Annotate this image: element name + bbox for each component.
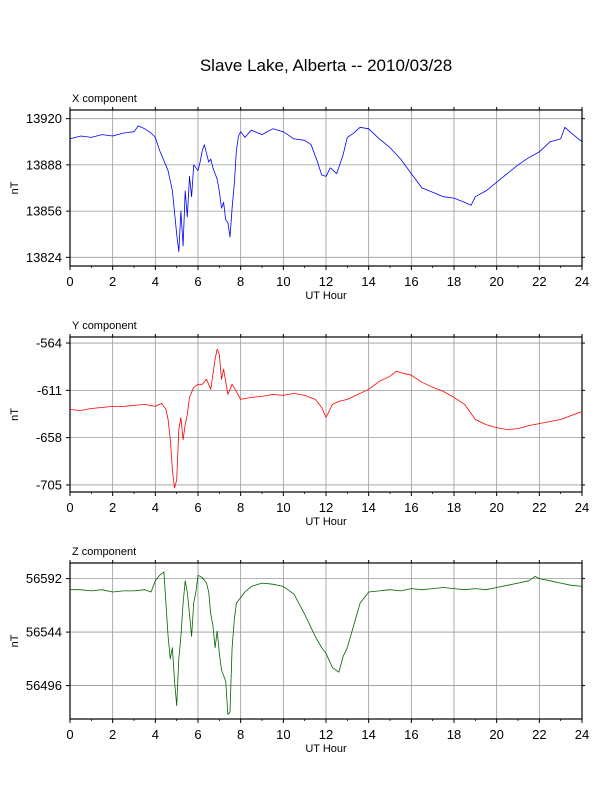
x-axis-label: UT Hour	[305, 516, 347, 528]
y-tick-label: 13920	[26, 111, 62, 126]
x-tick-label: 2	[109, 500, 116, 515]
x-tick-label: 14	[361, 500, 375, 515]
x-tick-label: 20	[489, 500, 503, 515]
x-tick-label: 0	[66, 500, 73, 515]
x-tick-label: 2	[109, 727, 116, 742]
x-tick-label: 14	[361, 274, 375, 289]
panel-title-y: Y component	[72, 320, 137, 332]
series-line-x-component	[69, 125, 583, 253]
x-tick-label: 0	[66, 274, 73, 289]
x-tick-label: 2	[109, 274, 116, 289]
x-tick-label: 16	[404, 727, 418, 742]
x-tick-label: 22	[532, 500, 546, 515]
x-tick-label: 12	[319, 727, 333, 742]
x-tick-label: 10	[276, 274, 290, 289]
y-axis-label: nT	[9, 634, 21, 647]
panel-title-x: X component	[72, 93, 137, 105]
x-tick-label: 6	[194, 500, 201, 515]
y-tick-label: -705	[36, 477, 62, 492]
x-tick-label: 4	[152, 500, 159, 515]
x-tick-label: 10	[276, 500, 290, 515]
x-tick-label: 18	[447, 500, 461, 515]
y-tick-label: 13856	[26, 204, 62, 219]
x-tick-label: 16	[404, 274, 418, 289]
y-tick-label: 56592	[26, 571, 62, 586]
panel-title-z: Z component	[72, 546, 136, 558]
x-tick-label: 8	[237, 727, 244, 742]
x-tick-label: 24	[575, 500, 589, 515]
x-tick-label: 16	[404, 500, 418, 515]
x-tick-label: 12	[319, 500, 333, 515]
x-tick-label: 20	[489, 274, 503, 289]
y-tick-label: 56496	[26, 678, 62, 693]
x-axis-label: UT Hour	[305, 290, 347, 302]
y-tick-label: -658	[36, 430, 62, 445]
x-tick-label: 22	[532, 727, 546, 742]
series-line-y-component	[69, 348, 583, 489]
x-tick-label: 14	[361, 727, 375, 742]
x-tick-label: 0	[66, 727, 73, 742]
x-tick-label: 10	[276, 727, 290, 742]
chart-title: Slave Lake, Alberta -- 2010/03/28	[199, 56, 453, 75]
x-tick-label: 8	[237, 274, 244, 289]
x-tick-label: 6	[194, 727, 201, 742]
x-tick-label: 24	[575, 274, 589, 289]
y-tick-label: -564	[36, 336, 62, 351]
y-tick-label: 13888	[26, 157, 62, 172]
x-tick-label: 24	[575, 727, 589, 742]
x-tick-label: 8	[237, 500, 244, 515]
x-axis-label: UT Hour	[305, 743, 347, 755]
y-tick-label: -611	[37, 383, 62, 398]
series-line-z-component	[70, 571, 583, 715]
x-tick-label: 4	[152, 274, 159, 289]
x-tick-label: 22	[532, 274, 546, 289]
y-tick-label: 56544	[26, 625, 62, 640]
x-tick-label: 18	[447, 727, 461, 742]
x-tick-label: 18	[447, 274, 461, 289]
x-tick-label: 6	[194, 274, 201, 289]
y-axis-label: nT	[9, 181, 21, 194]
y-axis-label: nT	[9, 408, 21, 421]
x-tick-label: 12	[319, 274, 333, 289]
x-tick-label: 4	[152, 727, 159, 742]
x-tick-label: 20	[489, 727, 503, 742]
y-tick-label: 13824	[26, 250, 62, 265]
